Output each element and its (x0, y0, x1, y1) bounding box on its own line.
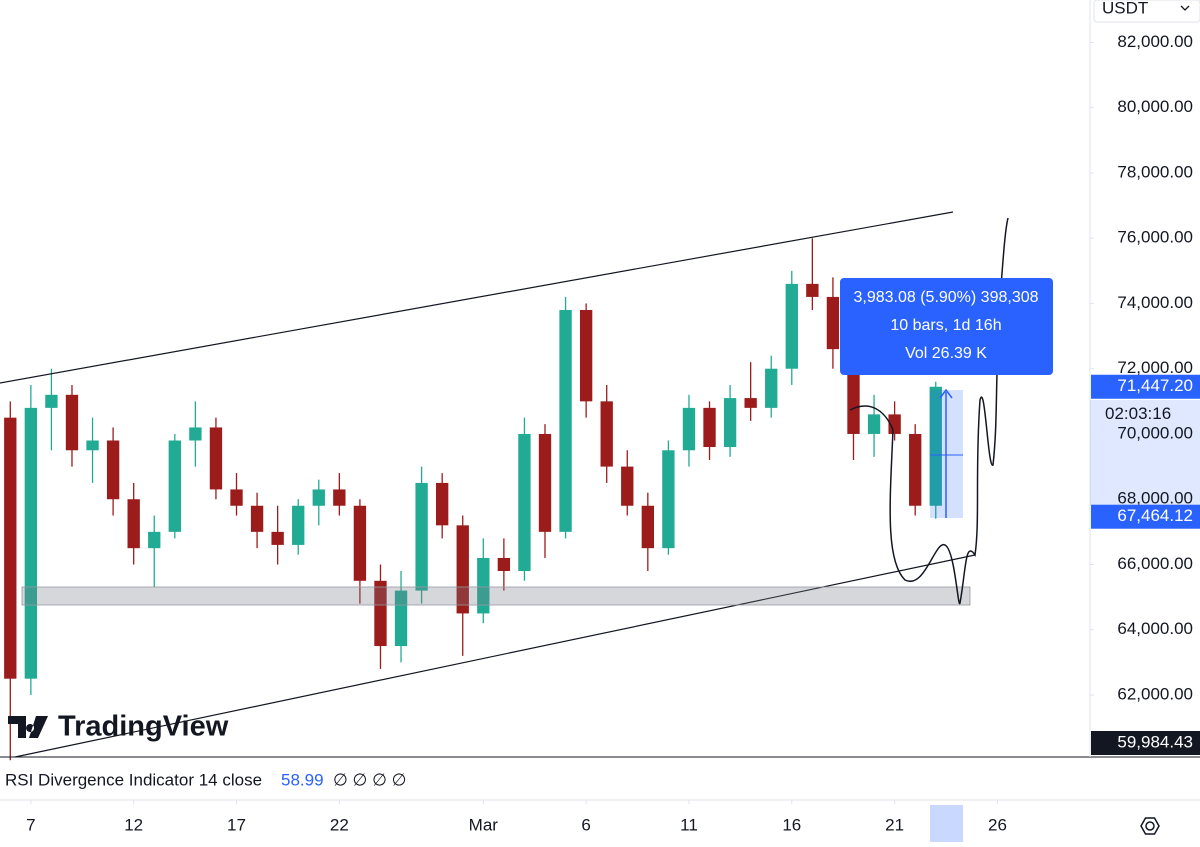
indicator-extra: ∅ ∅ ∅ ∅ (333, 770, 406, 789)
price-label: 59,984.43 (1117, 732, 1193, 751)
candle-body (621, 466, 634, 506)
channel-upper (0, 211, 954, 384)
time-axis: 7 12 17 22 Mar 6 11 16 21 26 (26, 800, 1007, 834)
price-axis: 62,000.00 64,000.00 66,000.00 68,000.00 70,0… (1090, 32, 1200, 755)
candle-body (415, 482, 428, 591)
candle-body (497, 557, 511, 572)
candle-body (292, 505, 305, 545)
candle-body (600, 401, 613, 467)
candle-body (579, 309, 593, 402)
countdown: 02:03:16 (1105, 404, 1171, 423)
candle-body (682, 407, 696, 451)
price-label-box (1091, 374, 1200, 399)
measure-tooltip (840, 278, 1053, 375)
candle-body (189, 427, 202, 441)
currency-button[interactable] (1093, 0, 1200, 23)
candle-body (559, 309, 572, 532)
y-tick-label: 70,000.00 (1117, 423, 1193, 442)
measure-line: Vol 26.39 K (905, 345, 987, 362)
candle-body (374, 580, 387, 647)
measure-text: 3,983.08 (5.90%) 398,308 10 bars, 1d 16h V… (853, 289, 1038, 362)
candle-body (723, 398, 737, 448)
candle-body (456, 525, 469, 614)
candle-body (127, 499, 140, 549)
x-tick-label: 12 (124, 815, 143, 834)
candle-body (785, 283, 798, 369)
x-tick-label: 6 (581, 815, 590, 834)
plot-area (4, 238, 942, 761)
currency[interactable]: USDT (1102, 0, 1148, 17)
candle-body (703, 407, 716, 448)
x-tick-label: 26 (988, 815, 1007, 834)
x-tick-label: 22 (330, 815, 349, 834)
x-tick-label: 21 (885, 815, 904, 834)
indicator-value: 58.99 (281, 770, 324, 789)
price-label-box (1091, 731, 1200, 755)
y-tick-label: 62,000.00 (1117, 684, 1193, 703)
price-label-box (1091, 504, 1200, 529)
logo-text: TradingView (58, 711, 229, 743)
y-tick-label: 78,000.00 (1117, 162, 1193, 181)
logo: TradingView (8, 711, 229, 743)
x-tick-label: Mar (469, 815, 499, 834)
measure-line: 10 bars, 1d 16h (890, 317, 1001, 334)
candle-body (4, 417, 17, 679)
candle-body (744, 398, 757, 408)
x-tick-label: 17 (227, 815, 246, 834)
candle-body (106, 440, 120, 500)
y-tick-label: 66,000.00 (1117, 554, 1193, 573)
candle-body (24, 407, 38, 679)
y-tick-label: 64,000.00 (1117, 619, 1193, 638)
candle-body (45, 394, 58, 408)
axis-range-highlight (1090, 400, 1200, 505)
candle-body (477, 557, 490, 614)
x-tick-label: 16 (782, 815, 801, 834)
candle-body (250, 505, 264, 532)
candle-body (353, 505, 367, 581)
candle-body (806, 283, 819, 297)
y-tick-label: 74,000.00 (1117, 293, 1193, 312)
candle-body (312, 489, 325, 506)
y-tick-label: 76,000.00 (1117, 228, 1193, 247)
dropdown-caret (1180, 5, 1190, 11)
candle-body (230, 489, 243, 506)
candle-body (662, 450, 675, 549)
candle-body (765, 368, 778, 408)
channel-lower (14, 554, 976, 758)
candle-body (271, 531, 284, 545)
support-zone (21, 586, 971, 606)
y-tick-label: 80,000.00 (1117, 97, 1193, 116)
y-tick-label: 82,000.00 (1117, 32, 1193, 51)
candle-body (826, 296, 840, 350)
measure-line: 3,983.08 (5.90%) 398,308 (853, 289, 1038, 306)
candle-body (641, 505, 654, 549)
price-label: 67,464.12 (1117, 506, 1193, 525)
candle-body (909, 433, 922, 506)
x-tick-label: 11 (680, 815, 698, 834)
time-range-highlight (930, 805, 963, 842)
candle-body (65, 394, 79, 451)
candle-body (148, 531, 161, 549)
indicator-name: RSI Divergence Indicator 14 close (5, 770, 262, 789)
candle-body (394, 590, 408, 647)
candle-body (867, 414, 881, 434)
measure-arrow-head (939, 388, 953, 399)
x-tick-label: 7 (26, 815, 35, 834)
candle-body (168, 440, 181, 532)
y-tick-label: 68,000.00 (1117, 489, 1193, 508)
hand-drawn-path (849, 217, 1009, 604)
candle-body (929, 386, 942, 506)
logo-icon (8, 716, 48, 738)
settings-icon[interactable] (1140, 817, 1160, 835)
candle-body (333, 489, 346, 506)
candle-body (888, 414, 901, 434)
candle-body (538, 433, 552, 532)
candle-body (518, 433, 531, 572)
candle-body (209, 427, 223, 490)
y-tick-label: 72,000.00 (1117, 358, 1193, 377)
price-label: 71,447.20 (1117, 376, 1193, 395)
candle-body (86, 440, 99, 451)
candle-body (436, 482, 449, 526)
